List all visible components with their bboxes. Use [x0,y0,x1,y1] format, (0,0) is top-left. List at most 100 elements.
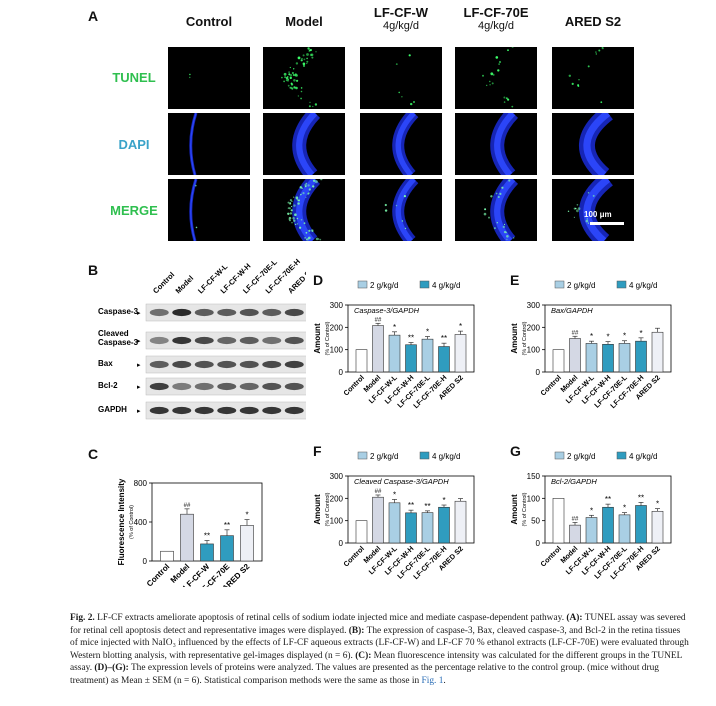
micrograph-image [567,179,614,241]
y-tick-label: 300 [330,472,344,481]
bar [438,346,450,373]
fig1-link[interactable]: Fig. 1 [421,675,444,686]
legend-swatch-high [419,451,430,460]
scale-bar [590,222,624,225]
significance-mark: ## [184,503,191,509]
panel-f-letter: F [313,443,322,459]
blot-band [217,308,237,317]
tunel-dot [482,74,484,77]
bar [355,349,368,373]
micrograph-tunel-3 [455,47,537,109]
legend-swatch-high [419,280,430,289]
blot-band [239,336,259,345]
blot-band [149,406,169,415]
bar [635,340,647,373]
y-tick-label: 0 [339,539,344,548]
bar [569,338,581,373]
significance-mark: * [656,500,659,509]
tunel-dot [401,220,404,222]
tunel-dot [299,226,302,229]
tunel-dot [314,103,318,106]
blot-band [149,336,169,345]
bar [200,543,214,562]
tunel-dot [491,82,494,85]
blot-lane-label: Control [151,270,176,295]
bar [388,334,401,373]
tunel-dot [311,56,314,59]
blot-band [172,382,192,391]
tunel-dot [302,54,305,57]
tunel-dot [502,225,505,229]
chart-title: Caspase-3/GAPDH [354,306,420,315]
micrograph-tunel-1 [263,47,345,109]
blot-arrow: ▸ [137,310,141,317]
dapi-core [296,179,318,241]
blot-protein-label: Bax [98,359,113,368]
tunel-dot [497,196,500,198]
blot-band [284,308,304,317]
legend-swatch-high [616,280,627,289]
blot-band [172,336,192,345]
tunel-dot [587,65,590,68]
tunel-dot [301,187,303,189]
tunel-dot [307,184,310,187]
tunel-dot [297,202,300,205]
blot-protein-label: Cleaved [98,329,129,338]
tunel-dot [300,193,302,196]
tunel-dot [287,79,289,81]
tunel-dot [305,231,308,234]
tunel-dot [401,96,403,98]
tunel-dot [319,238,322,241]
caption-b-label: (B): [348,625,365,636]
figure-caption: Fig. 2. LF-CF extracts ameliorate apopto… [70,612,690,688]
tunel-dot [567,210,570,212]
legend-label-low: 2 g/kg/d [567,281,595,290]
blot-band [284,360,304,369]
tunel-dot [315,237,319,241]
legend-swatch-low [554,451,565,460]
tunel-dot [298,56,300,59]
tunel-dot [511,105,514,108]
tunel-dot [304,183,307,187]
tunel-dot [307,47,310,50]
bar [651,331,664,373]
tunel-dot [287,212,290,215]
tunel-dot [306,238,309,241]
bar [388,502,401,544]
blot-band [194,382,214,391]
tunel-dot [304,185,307,188]
tunel-dot [403,195,406,198]
tunel-dot [291,205,293,208]
tunel-dot [601,47,603,49]
caption-b-text: The expression of caspase-3, Bax, cleave… [70,625,689,661]
bar [618,514,631,544]
blot-protein-label: Caspase-3 [98,307,139,316]
dapi-core [583,113,611,175]
tunel-dot [295,74,298,77]
bar [569,524,581,544]
blot-band [172,308,192,317]
micrograph-image [483,179,519,241]
significance-mark: * [442,496,445,505]
tunel-dot [489,80,491,83]
tunel-dot [298,199,300,202]
col-header-lf-cf-70e: LF-CF-70E 4g/kg/d [463,5,529,32]
bar [602,344,614,373]
legend-label-high: 4 g/kg/d [629,452,657,461]
tunel-dot [292,217,295,220]
bar [372,496,384,544]
blot-band [149,308,169,317]
blot-band [239,308,259,317]
micrograph-dapi-4 [552,113,634,175]
bar [454,500,467,544]
tunel-dot [306,53,309,56]
chart-caspase3: 2 g/kg/d 4 g/kg/d Caspase-3/GAPDH 0 100 200 30… [313,280,475,410]
y-tick-label: 400 [134,518,148,527]
blot-band [194,360,214,369]
tunel-dot [493,227,496,230]
tunel-dot [573,216,575,218]
panel-c-letter: C [88,446,99,462]
blot-band [284,406,304,415]
tunel-dot [398,91,400,94]
tunel-dot [283,72,287,76]
